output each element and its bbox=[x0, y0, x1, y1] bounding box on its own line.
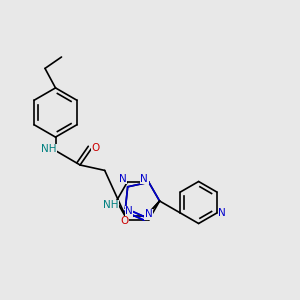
Text: O: O bbox=[120, 216, 129, 226]
Text: N: N bbox=[218, 208, 226, 218]
Text: O: O bbox=[92, 143, 100, 154]
Text: N: N bbox=[119, 174, 127, 184]
Text: N: N bbox=[145, 209, 153, 219]
Text: NH: NH bbox=[41, 144, 57, 154]
Text: NH: NH bbox=[103, 200, 118, 211]
Text: N: N bbox=[140, 174, 148, 184]
Text: N: N bbox=[125, 206, 133, 216]
